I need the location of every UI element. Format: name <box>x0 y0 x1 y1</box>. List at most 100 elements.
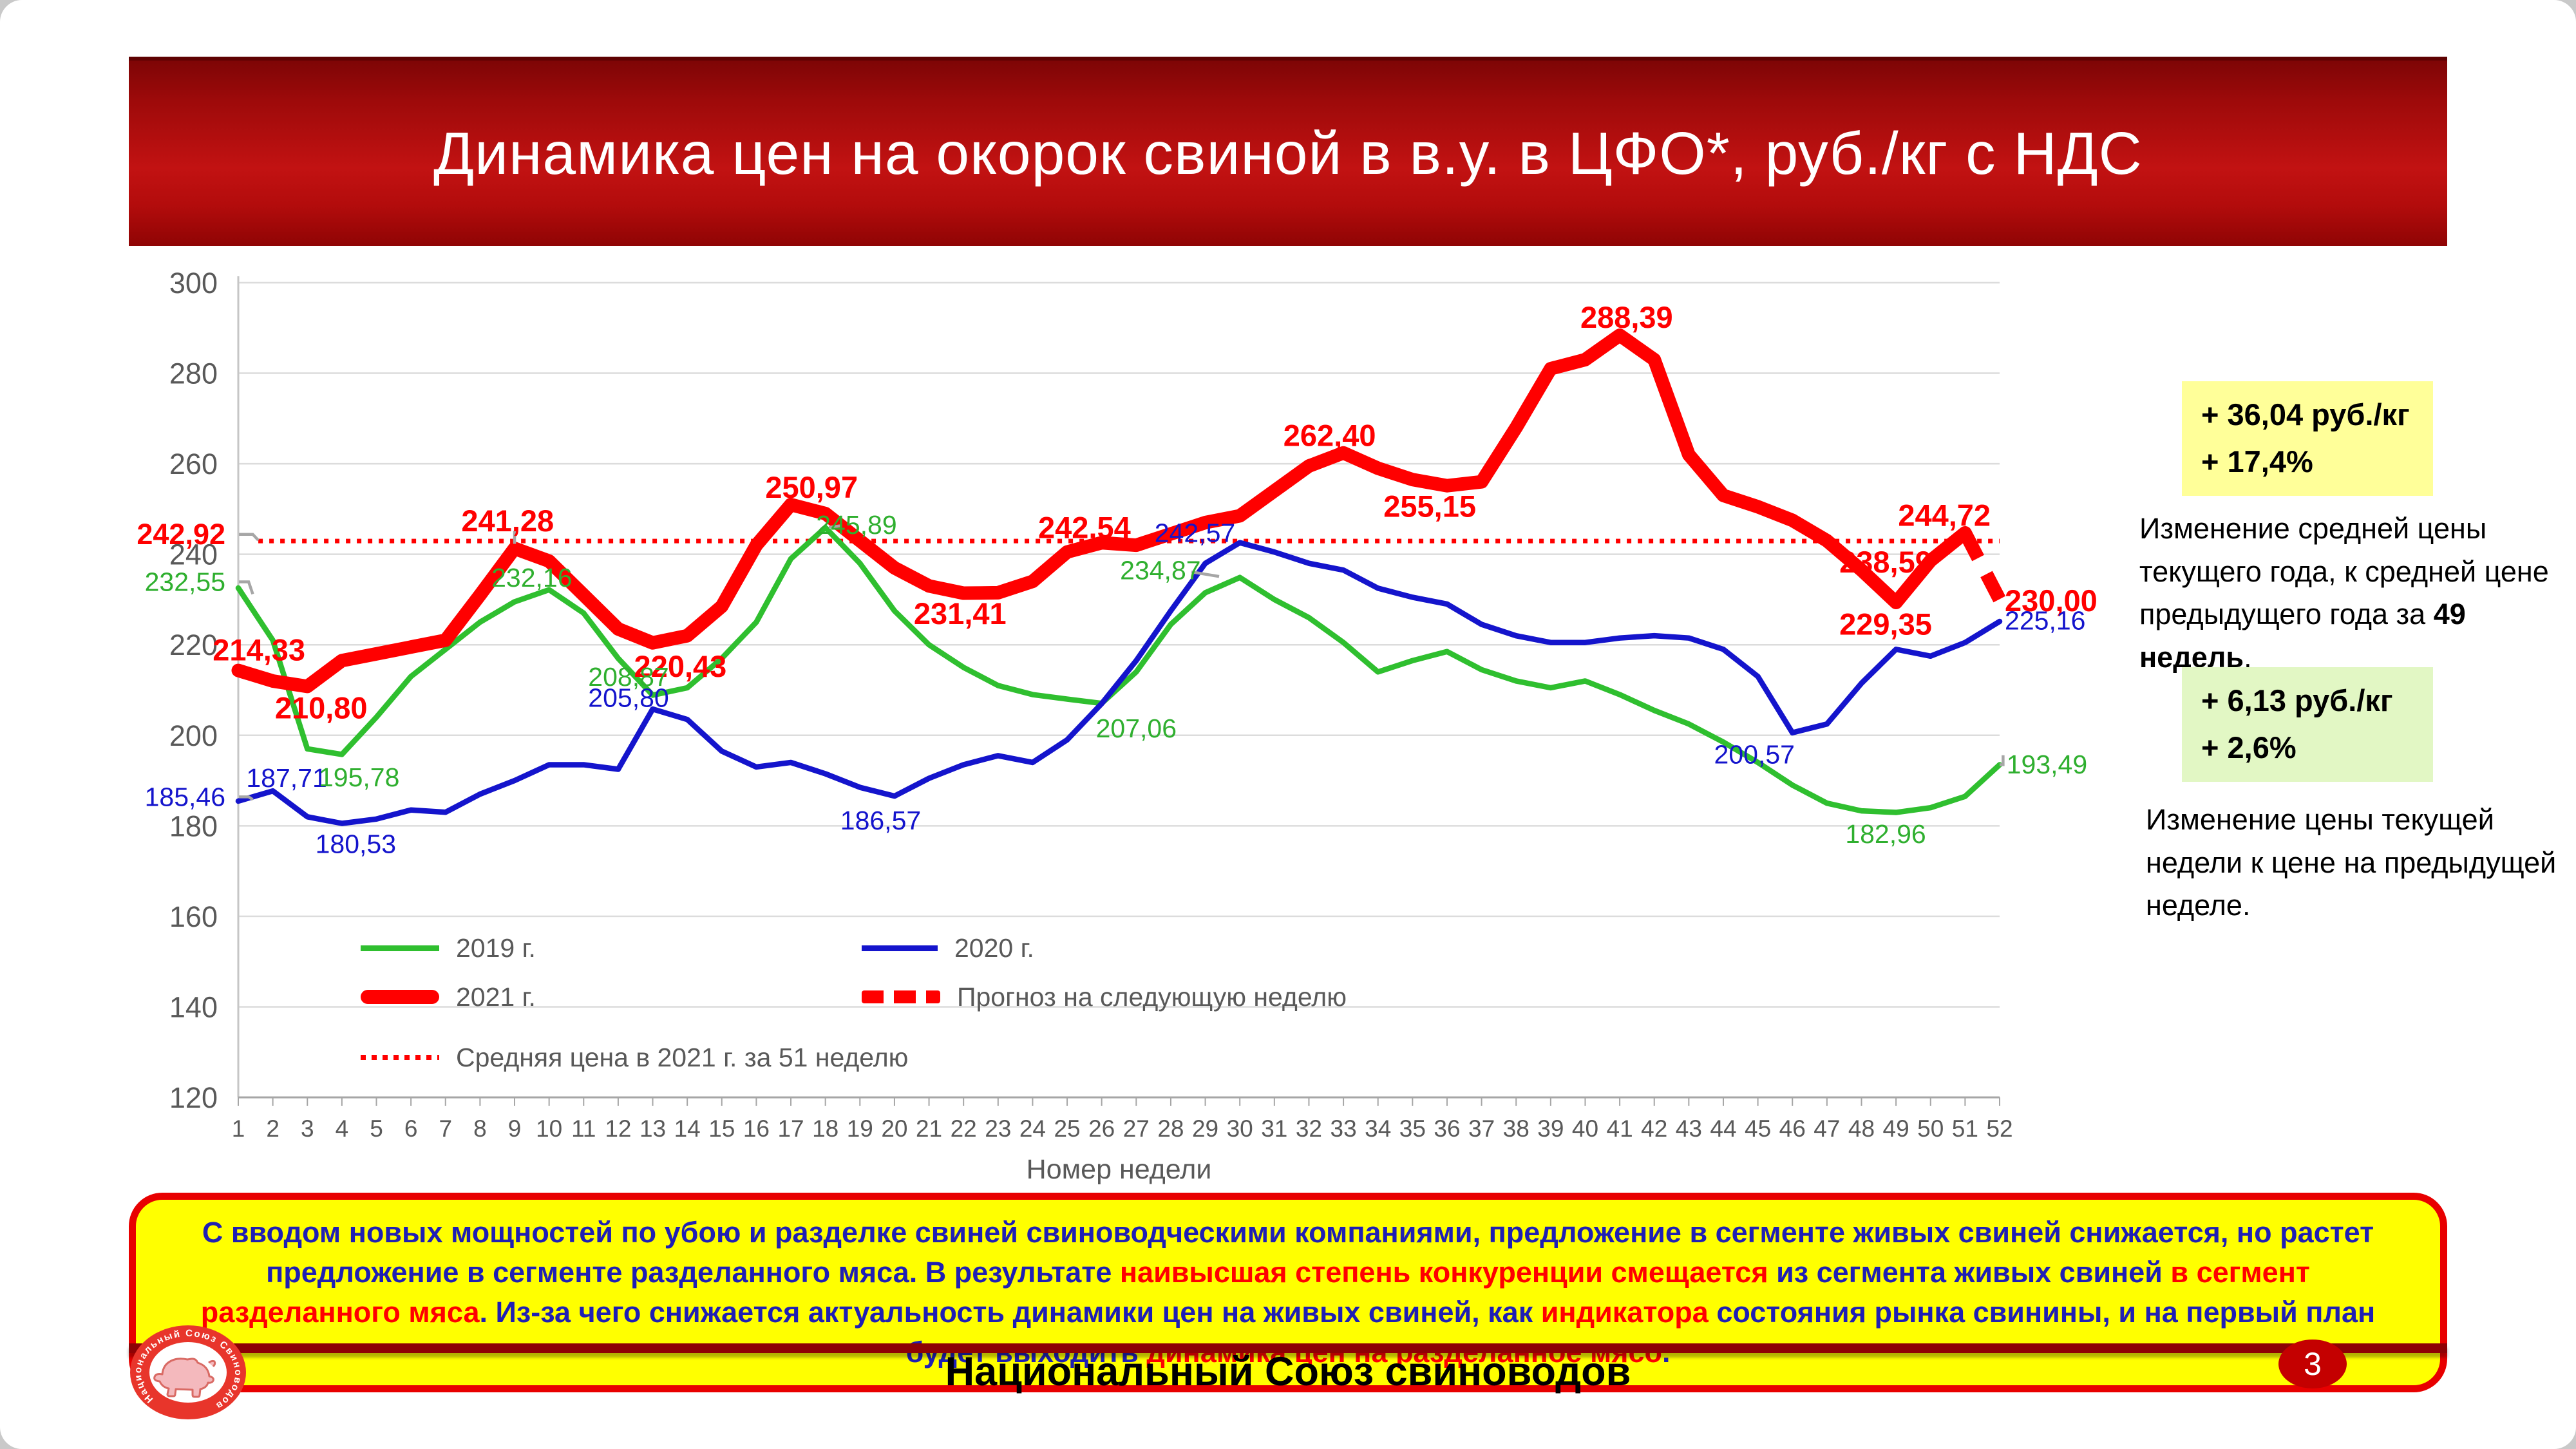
year-change-note: Изменение средней цены текущего года, к … <box>2139 507 2571 679</box>
x-tick-label: 34 <box>1365 1115 1391 1142</box>
title-banner: Динамика цен на окорок свиной в в.у. в Ц… <box>129 57 2447 246</box>
x-tick-label: 17 <box>777 1115 804 1142</box>
data-label-187,71: 187,71 <box>246 763 327 793</box>
x-tick-label: 50 <box>1917 1115 1944 1142</box>
y-tick-label: 120 <box>169 1081 218 1114</box>
slide-title: Динамика цен на окорок свиной в в.у. в Ц… <box>433 119 2143 187</box>
data-label-193,49: 193,49 <box>2007 750 2087 779</box>
x-tick-label: 48 <box>1848 1115 1875 1142</box>
x-tick-label: 39 <box>1537 1115 1564 1142</box>
x-tick-label: 25 <box>1054 1115 1080 1142</box>
x-tick-label: 7 <box>439 1115 452 1142</box>
page-number: 3 <box>2304 1346 2322 1382</box>
data-label-255,15: 255,15 <box>1383 489 1476 524</box>
label-leader <box>239 533 260 542</box>
x-tick-label: 13 <box>639 1115 666 1142</box>
data-label-214,33: 214,33 <box>213 632 305 667</box>
x-tick-label: 24 <box>1019 1115 1046 1142</box>
callout-text: . Из-за чего снижается актуальность дина… <box>479 1296 1541 1329</box>
pig-icon <box>153 1358 216 1398</box>
data-label-241,28: 241,28 <box>461 504 554 538</box>
x-tick-label: 41 <box>1607 1115 1633 1142</box>
label-leader <box>828 524 842 529</box>
x-tick-label: 33 <box>1331 1115 1357 1142</box>
x-tick-label: 47 <box>1814 1115 1840 1142</box>
x-tick-label: 10 <box>536 1115 562 1142</box>
x-tick-label: 27 <box>1123 1115 1150 1142</box>
data-label-230,00: 230,00 <box>2005 583 2098 618</box>
x-tick-label: 14 <box>674 1115 701 1142</box>
x-tick-label: 5 <box>370 1115 383 1142</box>
data-label-242,54: 242,54 <box>1038 511 1131 545</box>
data-label-244,72: 244,72 <box>1898 498 1991 533</box>
label-leader <box>239 580 254 595</box>
x-tick-label: 23 <box>985 1115 1011 1142</box>
x-tick-label: 21 <box>916 1115 942 1142</box>
x-tick-label: 44 <box>1710 1115 1736 1142</box>
legend-swatch-average-icon <box>361 1055 439 1060</box>
legend-label-2021: 2021 г. <box>456 981 536 1012</box>
x-tick-label: 45 <box>1745 1115 1771 1142</box>
y-tick-label: 260 <box>169 448 218 480</box>
series-2021-line <box>231 328 1972 694</box>
callout-highlight: в сегмент разделанного мяса <box>200 1256 2310 1329</box>
x-tick-label: 36 <box>1434 1115 1460 1142</box>
week-change-pct: + 2,6% <box>2201 730 2297 764</box>
x-tick-label: 52 <box>1986 1115 2012 1142</box>
data-label-205,80: 205,80 <box>588 683 668 712</box>
legend-swatch-2021-icon <box>361 990 439 1004</box>
data-label-200,57: 200,57 <box>1714 739 1795 769</box>
x-axis-title: Номер недели <box>1027 1154 1212 1185</box>
organization-logo: Национальный Союз Свиноводов <box>130 1325 246 1419</box>
legend-swatch-2019-icon <box>361 945 439 951</box>
x-tick-label: 9 <box>508 1115 522 1142</box>
footer-divider <box>129 1343 2447 1353</box>
data-label-250,97: 250,97 <box>765 470 858 504</box>
label-leader <box>1999 755 2005 766</box>
callout-highlight: наивысшая степень конкуренции смещается <box>1119 1256 1768 1289</box>
data-label-232,16: 232,16 <box>491 563 572 592</box>
x-tick-label: 40 <box>1572 1115 1598 1142</box>
y-tick-label: 160 <box>169 900 218 933</box>
legend-item-2019: 2019 г. <box>361 933 536 963</box>
legend-label-2020: 2020 г. <box>954 933 1034 963</box>
callout-text: из сегмента живых свиней <box>1768 1256 2171 1289</box>
organization-name: Национальный Союз свиноводов <box>945 1349 1631 1394</box>
x-tick-label: 26 <box>1088 1115 1115 1142</box>
x-tick-label: 43 <box>1676 1115 1702 1142</box>
edge-label-242,92: 242,92 <box>137 518 225 551</box>
page-number-badge: 3 <box>2278 1340 2347 1388</box>
year-change-note-text: Изменение средней цены текущего года, к … <box>2139 512 2549 631</box>
data-label-220,43: 220,43 <box>634 649 727 683</box>
x-tick-label: 8 <box>473 1115 487 1142</box>
legend-label-average: Средняя цена в 2021 г. за 51 неделю <box>456 1042 909 1072</box>
data-label-207,06: 207,06 <box>1096 714 1177 743</box>
legend-label-forecast: Прогноз на следующую неделю <box>957 981 1347 1012</box>
x-tick-label: 30 <box>1227 1115 1253 1142</box>
data-label-262,40: 262,40 <box>1283 418 1376 452</box>
y-tick-label: 280 <box>169 357 218 390</box>
legend-item-average: Средняя цена в 2021 г. за 51 неделю <box>361 1043 908 1072</box>
callout-text: С вводом новых мощностей по убою и разде… <box>202 1216 2374 1289</box>
data-label-234,87: 234,87 <box>1120 555 1200 585</box>
x-tick-label: 35 <box>1399 1115 1426 1142</box>
x-tick-label: 32 <box>1296 1115 1322 1142</box>
legend-item-forecast: Прогноз на следующую неделю <box>862 981 1347 1012</box>
data-label-229,35: 229,35 <box>1839 607 1932 641</box>
forecast-line <box>1959 529 2006 603</box>
x-tick-label: 31 <box>1261 1115 1287 1142</box>
x-tick-label: 12 <box>605 1115 631 1142</box>
legend-label-2019: 2019 г. <box>456 933 536 963</box>
x-tick-label: 42 <box>1641 1115 1667 1142</box>
y-tick-label: 300 <box>169 267 218 299</box>
label-leader <box>239 795 254 801</box>
x-tick-label: 49 <box>1883 1115 1909 1142</box>
data-label-242,57: 242,57 <box>1155 518 1235 548</box>
data-label-245,89: 245,89 <box>816 510 896 540</box>
x-tick-label: 22 <box>951 1115 977 1142</box>
callout-highlight: индикатора <box>1540 1296 1709 1329</box>
y-tick-label: 200 <box>169 719 218 752</box>
data-label-231,41: 231,41 <box>914 596 1007 630</box>
